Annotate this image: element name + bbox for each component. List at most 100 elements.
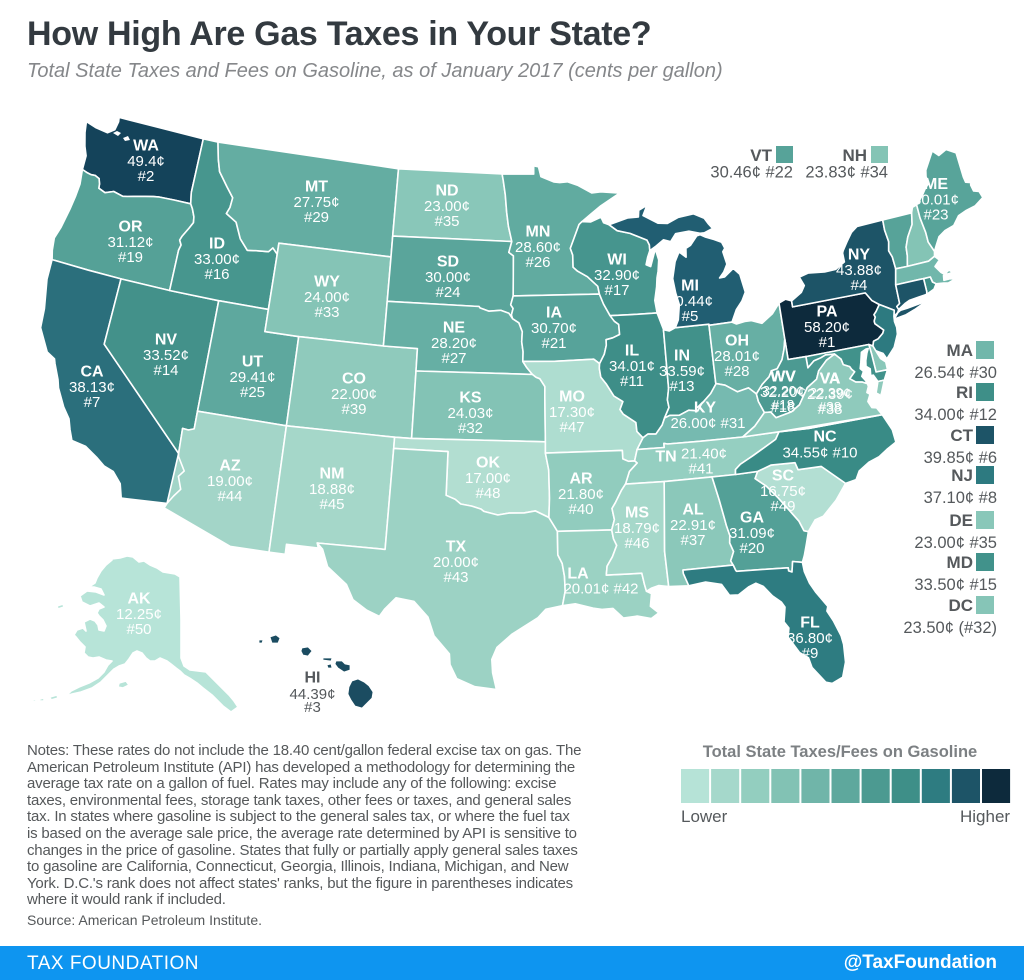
svg-text:23.50¢ (#32): 23.50¢ (#32) <box>903 619 997 637</box>
svg-text:12.25¢: 12.25¢ <box>116 606 162 623</box>
svg-text:34.00¢ #12: 34.00¢ #12 <box>914 406 997 424</box>
svg-text:38.13¢: 38.13¢ <box>69 379 115 396</box>
svg-text:ID: ID <box>209 236 225 253</box>
svg-text:40.44¢: 40.44¢ <box>667 293 713 310</box>
svg-text:17.00¢: 17.00¢ <box>465 470 511 487</box>
svg-text:31.09¢: 31.09¢ <box>729 525 775 542</box>
svg-text:NE: NE <box>443 320 466 337</box>
svg-text:#14: #14 <box>153 362 178 379</box>
svg-text:#38: #38 <box>819 400 842 415</box>
svg-text:#16: #16 <box>204 266 229 283</box>
svg-text:NC: NC <box>813 429 837 446</box>
svg-text:32.90¢: 32.90¢ <box>594 267 640 284</box>
svg-text:TX: TX <box>446 539 467 556</box>
svg-text:#47: #47 <box>559 419 584 436</box>
svg-text:KY: KY <box>694 400 717 417</box>
svg-text:16.75¢: 16.75¢ <box>760 483 806 500</box>
svg-text:28.20¢: 28.20¢ <box>431 335 477 352</box>
svg-text:#13: #13 <box>669 378 694 395</box>
svg-text:33.52¢: 33.52¢ <box>143 347 189 364</box>
svg-text:30.00¢: 30.00¢ <box>425 269 471 286</box>
svg-text:CA: CA <box>80 364 104 381</box>
svg-text:LA: LA <box>567 566 589 583</box>
svg-text:#50: #50 <box>126 621 151 638</box>
svg-text:33.59¢: 33.59¢ <box>659 363 705 380</box>
svg-text:TN: TN <box>655 449 676 466</box>
svg-text:30.70¢: 30.70¢ <box>531 320 577 337</box>
svg-text:36.80¢: 36.80¢ <box>787 630 833 647</box>
svg-text:30.01¢: 30.01¢ <box>913 191 959 208</box>
svg-text:ND: ND <box>435 183 458 200</box>
svg-text:ME: ME <box>924 176 948 193</box>
svg-text:#48: #48 <box>475 485 500 502</box>
svg-text:#19: #19 <box>118 249 143 266</box>
svg-text:#39: #39 <box>341 401 366 418</box>
svg-text:22.00¢: 22.00¢ <box>331 386 377 403</box>
svg-text:33.50¢ #15: 33.50¢ #15 <box>914 576 997 594</box>
svg-text:#29: #29 <box>304 209 329 226</box>
svg-text:#24: #24 <box>435 284 460 301</box>
svg-text:34.55¢ #10: 34.55¢ #10 <box>782 445 857 462</box>
svg-text:HI: HI <box>305 670 321 687</box>
svg-text:20.00¢: 20.00¢ <box>433 554 479 571</box>
svg-text:#18: #18 <box>772 398 795 413</box>
svg-text:MD: MD <box>947 553 973 572</box>
svg-text:26.54¢ #30: 26.54¢ #30 <box>914 364 997 382</box>
svg-text:#38: #38 <box>817 401 842 418</box>
svg-text:33.00¢: 33.00¢ <box>194 251 240 268</box>
svg-text:VA: VA <box>820 371 840 388</box>
svg-text:UT: UT <box>242 354 264 371</box>
svg-text:NJ: NJ <box>951 466 973 485</box>
svg-text:WV: WV <box>770 369 796 386</box>
svg-text:WY: WY <box>314 274 340 291</box>
svg-text:NV: NV <box>155 332 178 349</box>
svg-text:22.39¢: 22.39¢ <box>809 386 850 401</box>
svg-text:SD: SD <box>437 254 459 271</box>
svg-text:MI: MI <box>681 278 699 295</box>
svg-text:23.83¢ #34: 23.83¢ #34 <box>805 164 888 182</box>
svg-text:CO: CO <box>342 371 366 388</box>
svg-text:22.39¢: 22.39¢ <box>807 386 853 403</box>
svg-text:21.80¢: 21.80¢ <box>558 486 604 503</box>
svg-text:CT: CT <box>950 426 973 445</box>
svg-text:#11: #11 <box>620 373 644 390</box>
svg-text:18.79¢: 18.79¢ <box>614 520 660 537</box>
svg-text:AK: AK <box>127 591 151 608</box>
svg-text:MN: MN <box>526 224 551 241</box>
svg-text:24.00¢: 24.00¢ <box>304 289 350 306</box>
svg-text:23.00¢: 23.00¢ <box>424 198 470 215</box>
svg-text:#32: #32 <box>458 420 483 437</box>
svg-text:43.88¢: 43.88¢ <box>836 262 882 279</box>
svg-text:#45: #45 <box>319 496 344 513</box>
svg-text:#17: #17 <box>604 282 629 299</box>
svg-text:IL: IL <box>625 343 639 360</box>
svg-text:#26: #26 <box>525 254 550 271</box>
svg-text:44.39¢: 44.39¢ <box>290 686 336 703</box>
svg-text:26.00¢ #31: 26.00¢ #31 <box>670 415 745 432</box>
svg-text:32.20¢: 32.20¢ <box>760 384 806 401</box>
svg-text:NY: NY <box>848 247 871 264</box>
svg-text:GA: GA <box>740 510 764 527</box>
svg-text:#27: #27 <box>441 350 466 367</box>
svg-text:MO: MO <box>559 389 585 406</box>
svg-text:WI: WI <box>607 252 627 269</box>
svg-text:#4: #4 <box>851 277 868 294</box>
svg-text:22.91¢: 22.91¢ <box>670 517 716 534</box>
svg-text:DE: DE <box>949 511 973 530</box>
svg-text:21.40¢: 21.40¢ <box>681 446 727 463</box>
svg-text:WA: WA <box>133 138 159 155</box>
svg-text:#23: #23 <box>923 207 948 224</box>
svg-text:28.60¢: 28.60¢ <box>515 239 561 256</box>
svg-text:34.01¢: 34.01¢ <box>609 358 655 375</box>
svg-text:23.00¢ #35: 23.00¢ #35 <box>914 534 997 552</box>
svg-text:WV: WV <box>771 369 795 386</box>
svg-text:OK: OK <box>476 455 500 472</box>
svg-text:#49: #49 <box>770 498 795 515</box>
svg-text:NH: NH <box>842 146 867 165</box>
svg-text:#44: #44 <box>217 488 242 505</box>
svg-text:39.85¢ #6: 39.85¢ #6 <box>924 449 997 467</box>
svg-text:27.75¢: 27.75¢ <box>294 194 340 211</box>
svg-text:SC: SC <box>772 468 795 485</box>
svg-text:FL: FL <box>800 615 820 632</box>
svg-text:Lower: Lower <box>681 807 728 826</box>
